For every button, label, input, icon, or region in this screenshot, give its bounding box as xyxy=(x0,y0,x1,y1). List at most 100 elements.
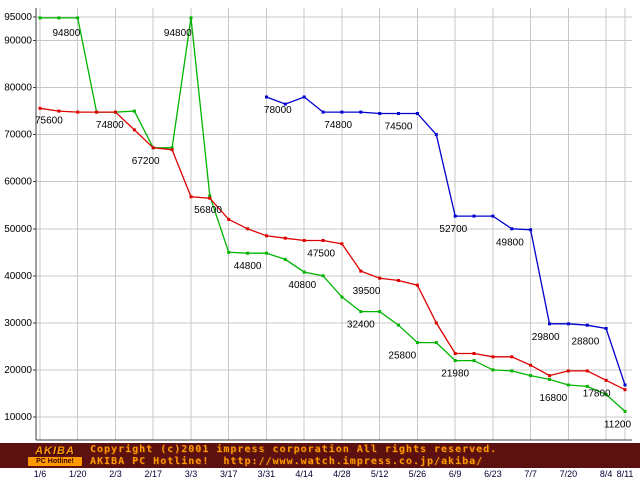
green-series-point xyxy=(38,16,42,20)
green-series-point xyxy=(246,251,250,255)
red-series-point xyxy=(453,352,457,355)
blue-series-point xyxy=(472,214,476,218)
y-tick-label: 60000 xyxy=(4,177,32,188)
green-series-point xyxy=(472,359,476,363)
footer-banner: AKIBA PC Hotline! Copyright (c)2001 impr… xyxy=(0,443,640,468)
y-tick-label: 95000 xyxy=(4,12,32,23)
pc-hotline-logo-text: PC Hotline! xyxy=(28,457,82,466)
x-tick-label: 6/9 xyxy=(449,469,462,479)
red-series-point xyxy=(189,195,193,199)
data-label: 74800 xyxy=(96,120,124,131)
blue-series-point xyxy=(510,227,514,231)
red-series-point xyxy=(378,276,382,280)
footer-text: Copyright (c)2001 impress corporation Al… xyxy=(90,444,497,468)
blue-series-point xyxy=(415,112,419,115)
x-tick-label: 5/12 xyxy=(371,469,389,479)
green-series-point xyxy=(378,310,382,314)
data-label: 11200 xyxy=(604,419,632,430)
green-series-point xyxy=(415,341,419,345)
blue-series-point xyxy=(491,214,495,218)
green-series-point xyxy=(76,16,80,20)
blue-series-point xyxy=(623,383,627,387)
x-tick-label: 3/17 xyxy=(220,469,238,479)
series-lines xyxy=(39,17,626,412)
y-tick-label: 30000 xyxy=(4,318,32,329)
copyright-line: Copyright (c)2001 impress corporation Al… xyxy=(90,443,498,455)
blue-series-point xyxy=(585,323,589,327)
green-series-point xyxy=(604,392,608,396)
data-label: 94800 xyxy=(52,28,80,39)
green-series-point xyxy=(132,109,136,113)
data-label: 52700 xyxy=(439,224,467,235)
blue-series-point xyxy=(340,110,344,114)
data-label: 78000 xyxy=(264,105,292,116)
red-series-point xyxy=(302,239,306,242)
green-series-point xyxy=(227,250,231,254)
blue-series-point xyxy=(302,95,306,99)
green-series-point xyxy=(208,194,212,198)
x-tick-label: 8/11 xyxy=(617,469,634,479)
red-series-point xyxy=(585,369,589,373)
green-series-point xyxy=(434,341,438,345)
y-axis-labels: 95000 90000 80000 70000 60000 50000 40000 30000… xyxy=(4,12,32,423)
data-label: 29800 xyxy=(532,332,560,343)
blue-series-point xyxy=(265,95,268,99)
red-series-point xyxy=(227,217,231,221)
red-series-point xyxy=(623,388,627,392)
red-series-point xyxy=(265,234,268,238)
red-series-point xyxy=(472,352,476,355)
x-tick-label: 7/7 xyxy=(524,469,537,479)
y-tick-label: 80000 xyxy=(4,83,32,94)
data-label: 44800 xyxy=(234,261,262,272)
blue-series-point xyxy=(453,214,457,218)
blue-series-point xyxy=(321,110,325,114)
red-series-point xyxy=(529,363,533,367)
red-series-point xyxy=(340,242,344,246)
axes xyxy=(33,8,632,441)
blue-series-point xyxy=(434,133,438,137)
red-series-point xyxy=(170,148,174,152)
blue-series-point xyxy=(397,112,400,115)
y-tick-label: 20000 xyxy=(4,365,32,376)
red-series-point xyxy=(604,378,608,382)
x-tick-label: 7/20 xyxy=(560,469,578,479)
site-url-line: AKIBA PC Hotline! http://www.watch.impre… xyxy=(90,455,484,467)
blue-series-point xyxy=(529,228,533,232)
red-series-point xyxy=(151,146,155,150)
green-series-point xyxy=(265,251,268,255)
red-series-point xyxy=(359,269,363,273)
green-series-point xyxy=(529,374,533,378)
red-series-point xyxy=(95,110,99,114)
y-tick-label: 50000 xyxy=(4,224,32,235)
data-label: 56800 xyxy=(194,205,222,216)
gridlines xyxy=(36,8,632,440)
y-tick-label: 10000 xyxy=(4,412,32,423)
red-series-point xyxy=(415,283,419,287)
green-series-point xyxy=(623,409,627,413)
red-series-point xyxy=(510,355,514,359)
data-label: 75600 xyxy=(35,115,63,126)
red-series-point xyxy=(566,369,570,373)
y-tick-label: 70000 xyxy=(4,130,32,141)
x-tick-label: 1/20 xyxy=(69,469,87,479)
x-tick-label: 8/4 xyxy=(600,469,613,479)
x-tick-label: 1/6 xyxy=(34,469,47,479)
blue-series-point xyxy=(283,102,287,106)
data-label: 67200 xyxy=(132,156,160,167)
blue-series-point xyxy=(378,112,382,115)
data-label: 74500 xyxy=(385,122,413,133)
blue-series-point xyxy=(604,327,608,330)
data-label: 39500 xyxy=(353,286,381,297)
data-label: 74800 xyxy=(324,120,352,131)
green-series-point xyxy=(359,310,363,314)
red-series-point xyxy=(246,227,250,231)
red-series-point xyxy=(321,239,325,242)
data-label: 25800 xyxy=(388,351,416,362)
data-label: 49800 xyxy=(496,238,524,249)
blue-series-point xyxy=(566,322,570,326)
green-series-point xyxy=(491,368,495,372)
x-tick-label: 2/17 xyxy=(144,469,162,479)
data-label: 47500 xyxy=(307,249,335,260)
data-labels: 75600 94800 74800 67200 94800 56800 44800 78000… xyxy=(35,28,632,430)
